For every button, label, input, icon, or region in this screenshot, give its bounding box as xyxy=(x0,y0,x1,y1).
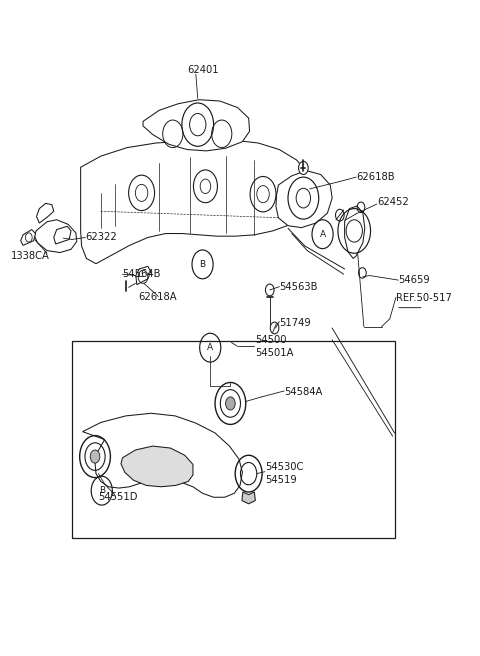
Text: 54500: 54500 xyxy=(255,335,287,345)
Polygon shape xyxy=(121,446,193,487)
Circle shape xyxy=(336,209,344,221)
Text: 54501A: 54501A xyxy=(255,348,294,358)
Circle shape xyxy=(90,450,100,463)
Text: 62452: 62452 xyxy=(377,197,408,207)
Text: 54519: 54519 xyxy=(265,475,297,485)
Text: 54564B: 54564B xyxy=(122,269,161,279)
Text: 54563B: 54563B xyxy=(279,281,318,292)
Text: 62401: 62401 xyxy=(187,65,219,75)
Polygon shape xyxy=(54,226,71,244)
Text: B: B xyxy=(99,486,105,495)
Text: 62618A: 62618A xyxy=(138,292,177,302)
Text: 62322: 62322 xyxy=(85,232,117,243)
Text: A: A xyxy=(207,343,213,352)
Text: 54551D: 54551D xyxy=(98,491,138,502)
Text: 62618B: 62618B xyxy=(356,172,395,182)
Text: 51749: 51749 xyxy=(279,318,311,329)
Text: REF.50-517: REF.50-517 xyxy=(396,293,452,304)
Circle shape xyxy=(226,397,235,410)
Circle shape xyxy=(299,161,308,174)
Polygon shape xyxy=(21,230,36,245)
Polygon shape xyxy=(276,171,332,228)
Polygon shape xyxy=(36,203,54,223)
Text: 54530C: 54530C xyxy=(265,462,304,472)
Text: A: A xyxy=(320,230,325,239)
Text: 54659: 54659 xyxy=(398,275,430,285)
Polygon shape xyxy=(242,492,255,504)
Polygon shape xyxy=(83,413,242,497)
Text: B: B xyxy=(200,260,205,269)
Polygon shape xyxy=(35,220,77,253)
Polygon shape xyxy=(81,140,312,264)
Text: 1338CA: 1338CA xyxy=(11,251,49,261)
Polygon shape xyxy=(136,266,151,285)
Text: 54584A: 54584A xyxy=(284,386,323,397)
Polygon shape xyxy=(143,100,250,151)
Polygon shape xyxy=(345,206,365,258)
Bar xyxy=(72,341,395,538)
